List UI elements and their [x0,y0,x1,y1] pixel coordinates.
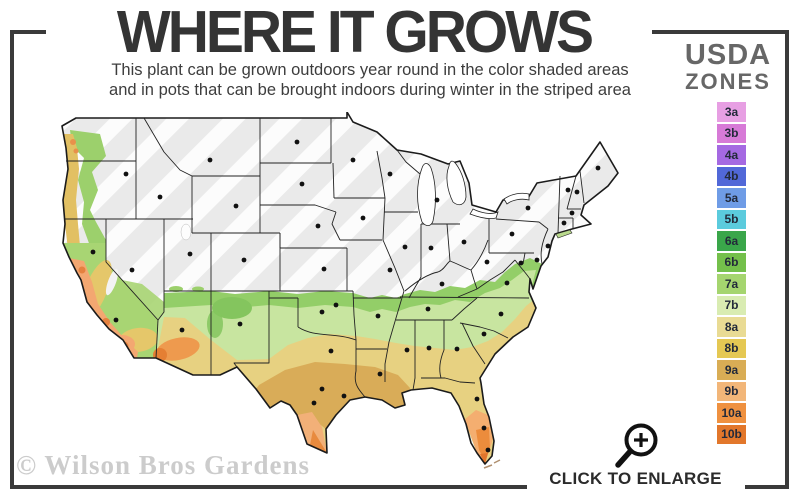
frame-right [785,30,789,489]
zone-swatch-3b: 3b [717,123,746,143]
zone-swatch-9b: 9b [717,381,746,401]
frame-bottom-right [745,485,789,489]
zone-swatch-8b: 8b [717,338,746,358]
frame-top-right [652,30,789,34]
florida-keys [483,459,501,469]
legend-title: USDA ZONES [678,40,778,94]
legend-title-usda: USDA [684,39,772,71]
zone-swatch-3a: 3a [717,102,746,122]
subtitle: This plant can be grown outdoors year ro… [60,60,680,100]
great-lakes [417,160,530,227]
map-fill-layers [62,112,618,464]
subtitle-line-1: This plant can be grown outdoors year ro… [111,61,629,79]
watermark: © Wilson Bros Gardens [16,450,310,480]
zone-swatch-10a: 10a [717,403,746,423]
city-dots [90,139,601,453]
zone-swatch-5b: 5b [717,209,746,229]
zone-swatch-9a: 9a [717,360,746,380]
subtitle-line-2: and in pots that can be brought indoors … [109,81,631,99]
long-island [555,229,573,239]
zone-swatch-6a: 6a [717,231,746,251]
frame-left [10,30,14,489]
page-title: WHERE IT GROWS [116,0,594,66]
zone-swatch-4a: 4a [717,145,746,165]
frame-bottom-left [10,485,527,489]
zone-swatch-10b: 10b [717,424,746,444]
legend-title-zones: ZONES [685,69,771,94]
zone-swatch-6b: 6b [717,252,746,272]
great-salt-lake [180,223,192,241]
zone-swatch-4b: 4b [717,166,746,186]
zone-swatch-5a: 5a [717,188,746,208]
magnifier-plus-icon[interactable] [613,413,673,481]
zone-list: 3a 3b 4a 4b 5a 5b 6a 6b 7a 7b 8a 8b 9a 9b 10a 10b [717,102,746,446]
zone-swatch-8a: 8a [717,317,746,337]
click-to-enlarge-label[interactable]: CLICK TO ENLARGE [549,469,722,488]
state-borders [65,117,585,398]
us-zone-map[interactable] [60,111,620,482]
frame-top-left [10,30,46,34]
us-map-svg [61,111,619,469]
zone-swatch-7a: 7a [717,274,746,294]
zone-swatch-7b: 7b [717,295,746,315]
